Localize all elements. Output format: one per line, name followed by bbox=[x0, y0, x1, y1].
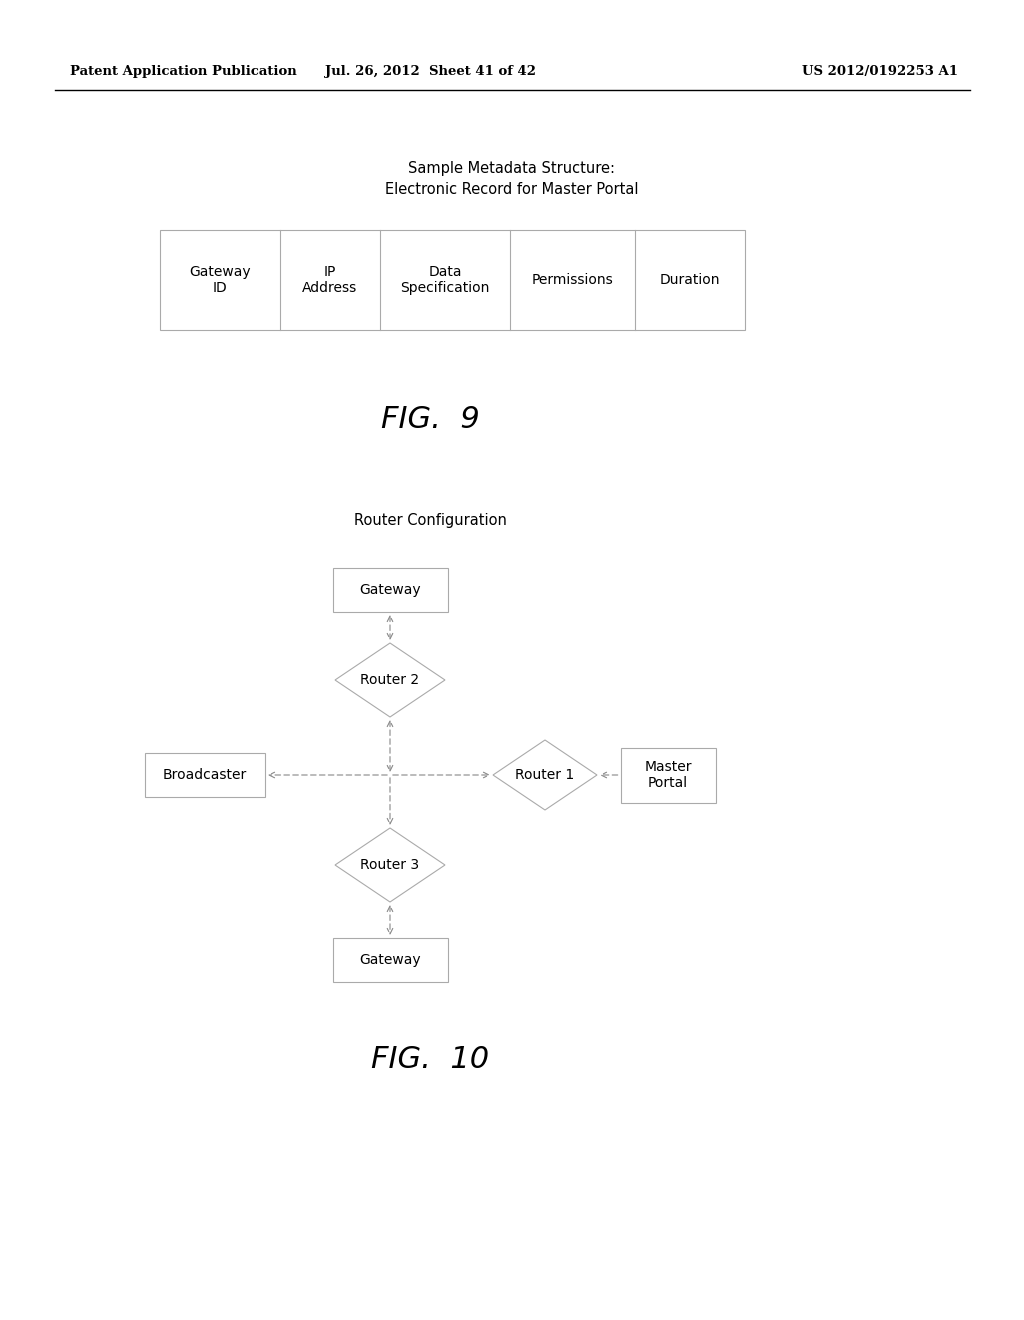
Text: Router 1: Router 1 bbox=[515, 768, 574, 781]
Polygon shape bbox=[335, 643, 445, 717]
Bar bbox=[160, 230, 745, 330]
Polygon shape bbox=[493, 741, 597, 810]
Text: Duration: Duration bbox=[659, 273, 720, 286]
Text: Data
Specification: Data Specification bbox=[400, 265, 489, 296]
Text: Router 3: Router 3 bbox=[360, 858, 420, 873]
Text: Gateway
ID: Gateway ID bbox=[189, 265, 251, 296]
Text: Permissions: Permissions bbox=[531, 273, 613, 286]
Text: FIG.  10: FIG. 10 bbox=[371, 1045, 489, 1074]
Text: IP
Address: IP Address bbox=[302, 265, 357, 296]
Text: Electronic Record for Master Portal: Electronic Record for Master Portal bbox=[385, 182, 639, 198]
Text: US 2012/0192253 A1: US 2012/0192253 A1 bbox=[802, 66, 958, 78]
Text: Router 2: Router 2 bbox=[360, 673, 420, 686]
Bar bbox=[145, 752, 265, 797]
Text: Router Configuration: Router Configuration bbox=[353, 512, 507, 528]
Text: FIG.  9: FIG. 9 bbox=[381, 405, 479, 434]
Text: Broadcaster: Broadcaster bbox=[163, 768, 247, 781]
Polygon shape bbox=[335, 828, 445, 902]
Text: Jul. 26, 2012  Sheet 41 of 42: Jul. 26, 2012 Sheet 41 of 42 bbox=[325, 66, 536, 78]
Text: Master
Portal: Master Portal bbox=[644, 760, 692, 791]
Bar bbox=[621, 747, 716, 803]
Text: Gateway: Gateway bbox=[359, 953, 421, 968]
Text: Patent Application Publication: Patent Application Publication bbox=[70, 66, 297, 78]
Text: Sample Metadata Structure:: Sample Metadata Structure: bbox=[409, 161, 615, 176]
Bar bbox=[333, 568, 447, 612]
Bar bbox=[333, 939, 447, 982]
Text: Gateway: Gateway bbox=[359, 583, 421, 597]
